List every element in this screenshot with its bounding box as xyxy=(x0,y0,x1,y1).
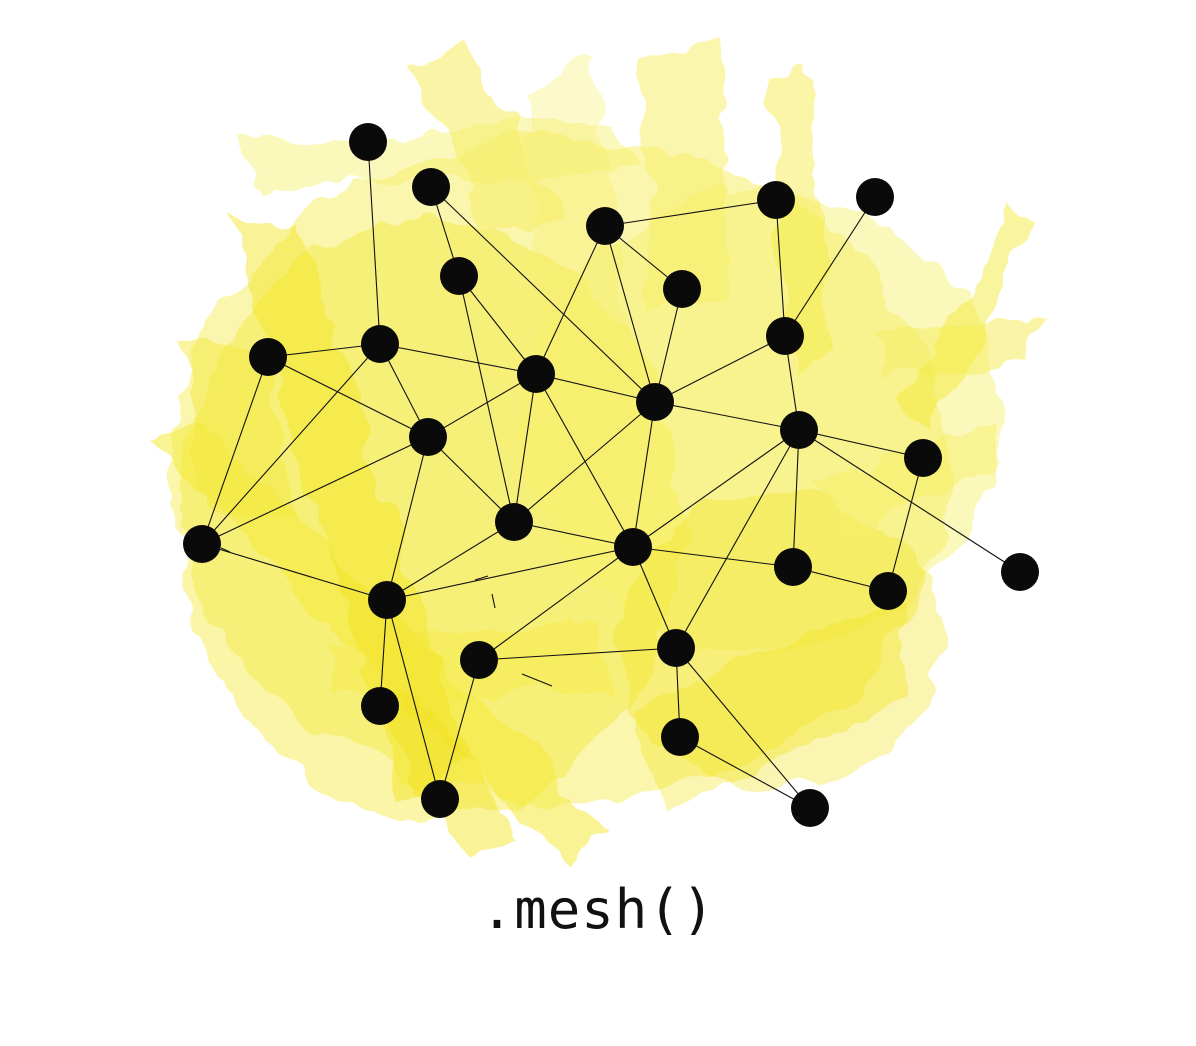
mesh-node xyxy=(440,257,478,295)
mesh-node xyxy=(409,418,447,456)
mesh-nodes xyxy=(183,123,1039,827)
mesh-node xyxy=(766,317,804,355)
mesh-node xyxy=(495,503,533,541)
wash-stroke xyxy=(640,600,910,820)
wash-stroke xyxy=(640,40,730,310)
mesh-edge xyxy=(654,401,800,431)
mesh-node xyxy=(774,548,812,586)
mesh-edge xyxy=(632,401,656,548)
mesh-edge xyxy=(201,436,429,545)
mesh-node xyxy=(791,789,829,827)
mesh-node xyxy=(614,528,652,566)
mesh-node xyxy=(460,641,498,679)
mesh-edge xyxy=(427,373,537,438)
mesh-edge xyxy=(784,196,876,337)
wash-stroke xyxy=(820,420,1000,540)
mesh-edge xyxy=(386,599,441,800)
mesh-edge xyxy=(887,457,924,592)
mesh-edge xyxy=(675,647,811,809)
mesh-edge xyxy=(201,543,388,601)
mesh-edge xyxy=(604,225,656,403)
mesh-edge xyxy=(792,429,800,568)
mesh-node xyxy=(657,629,695,667)
mesh-edge xyxy=(535,373,656,403)
mesh-edge xyxy=(379,343,537,375)
mesh-edge xyxy=(478,647,677,661)
mesh-edge xyxy=(430,186,656,403)
mesh-edge xyxy=(654,335,786,403)
mesh-edge xyxy=(513,373,537,523)
stray-stroke xyxy=(474,575,489,581)
mesh-node xyxy=(904,439,942,477)
mesh-node xyxy=(636,383,674,421)
mesh-edge xyxy=(675,429,800,649)
mesh-edge xyxy=(535,225,606,375)
mesh-edge xyxy=(798,429,1021,573)
mesh-edge xyxy=(439,659,480,800)
mesh-edge xyxy=(513,521,634,548)
mesh-edge xyxy=(458,275,515,523)
wash-stroke xyxy=(770,70,830,370)
mesh-edge xyxy=(458,275,537,375)
mesh-node xyxy=(249,338,287,376)
mesh-edge xyxy=(427,436,515,523)
mesh-node xyxy=(361,325,399,363)
caption-code-text: .mesh() xyxy=(480,878,716,941)
mesh-node xyxy=(183,525,221,563)
mesh-edge xyxy=(535,373,634,548)
mesh-node xyxy=(349,123,387,161)
mesh-edge xyxy=(201,356,269,545)
mesh-node xyxy=(856,178,894,216)
mesh-edge xyxy=(386,521,515,601)
mesh-node xyxy=(368,581,406,619)
mesh-edge xyxy=(201,343,381,545)
mesh-edge xyxy=(775,199,786,337)
mesh-edge xyxy=(604,199,777,227)
mesh-node xyxy=(517,355,555,393)
wash-stroke xyxy=(900,210,1030,430)
mesh-node xyxy=(361,687,399,725)
mesh-node xyxy=(412,168,450,206)
mesh-edge xyxy=(267,356,429,438)
mesh-edge xyxy=(367,141,381,345)
mesh-edge xyxy=(513,401,656,523)
mesh-edge xyxy=(386,546,634,601)
mesh-node xyxy=(421,780,459,818)
mesh-edge xyxy=(478,546,634,661)
mesh-node xyxy=(586,207,624,245)
stray-stroke xyxy=(220,547,231,553)
wash-stroke xyxy=(370,690,520,860)
mesh-edge xyxy=(386,436,429,601)
mesh-edge xyxy=(798,429,924,459)
mesh-node xyxy=(1001,553,1039,591)
mesh-node xyxy=(661,718,699,756)
mesh-node xyxy=(663,270,701,308)
mesh-edge xyxy=(632,429,800,548)
mesh-edge xyxy=(654,288,683,403)
mesh-edge xyxy=(679,736,811,809)
mesh-node xyxy=(780,411,818,449)
mesh-node xyxy=(869,572,907,610)
mesh-edge xyxy=(632,546,794,568)
wash-stroke xyxy=(180,340,300,520)
stray-stroke xyxy=(521,673,553,687)
stray-stroke xyxy=(491,593,496,609)
mesh-node xyxy=(757,181,795,219)
